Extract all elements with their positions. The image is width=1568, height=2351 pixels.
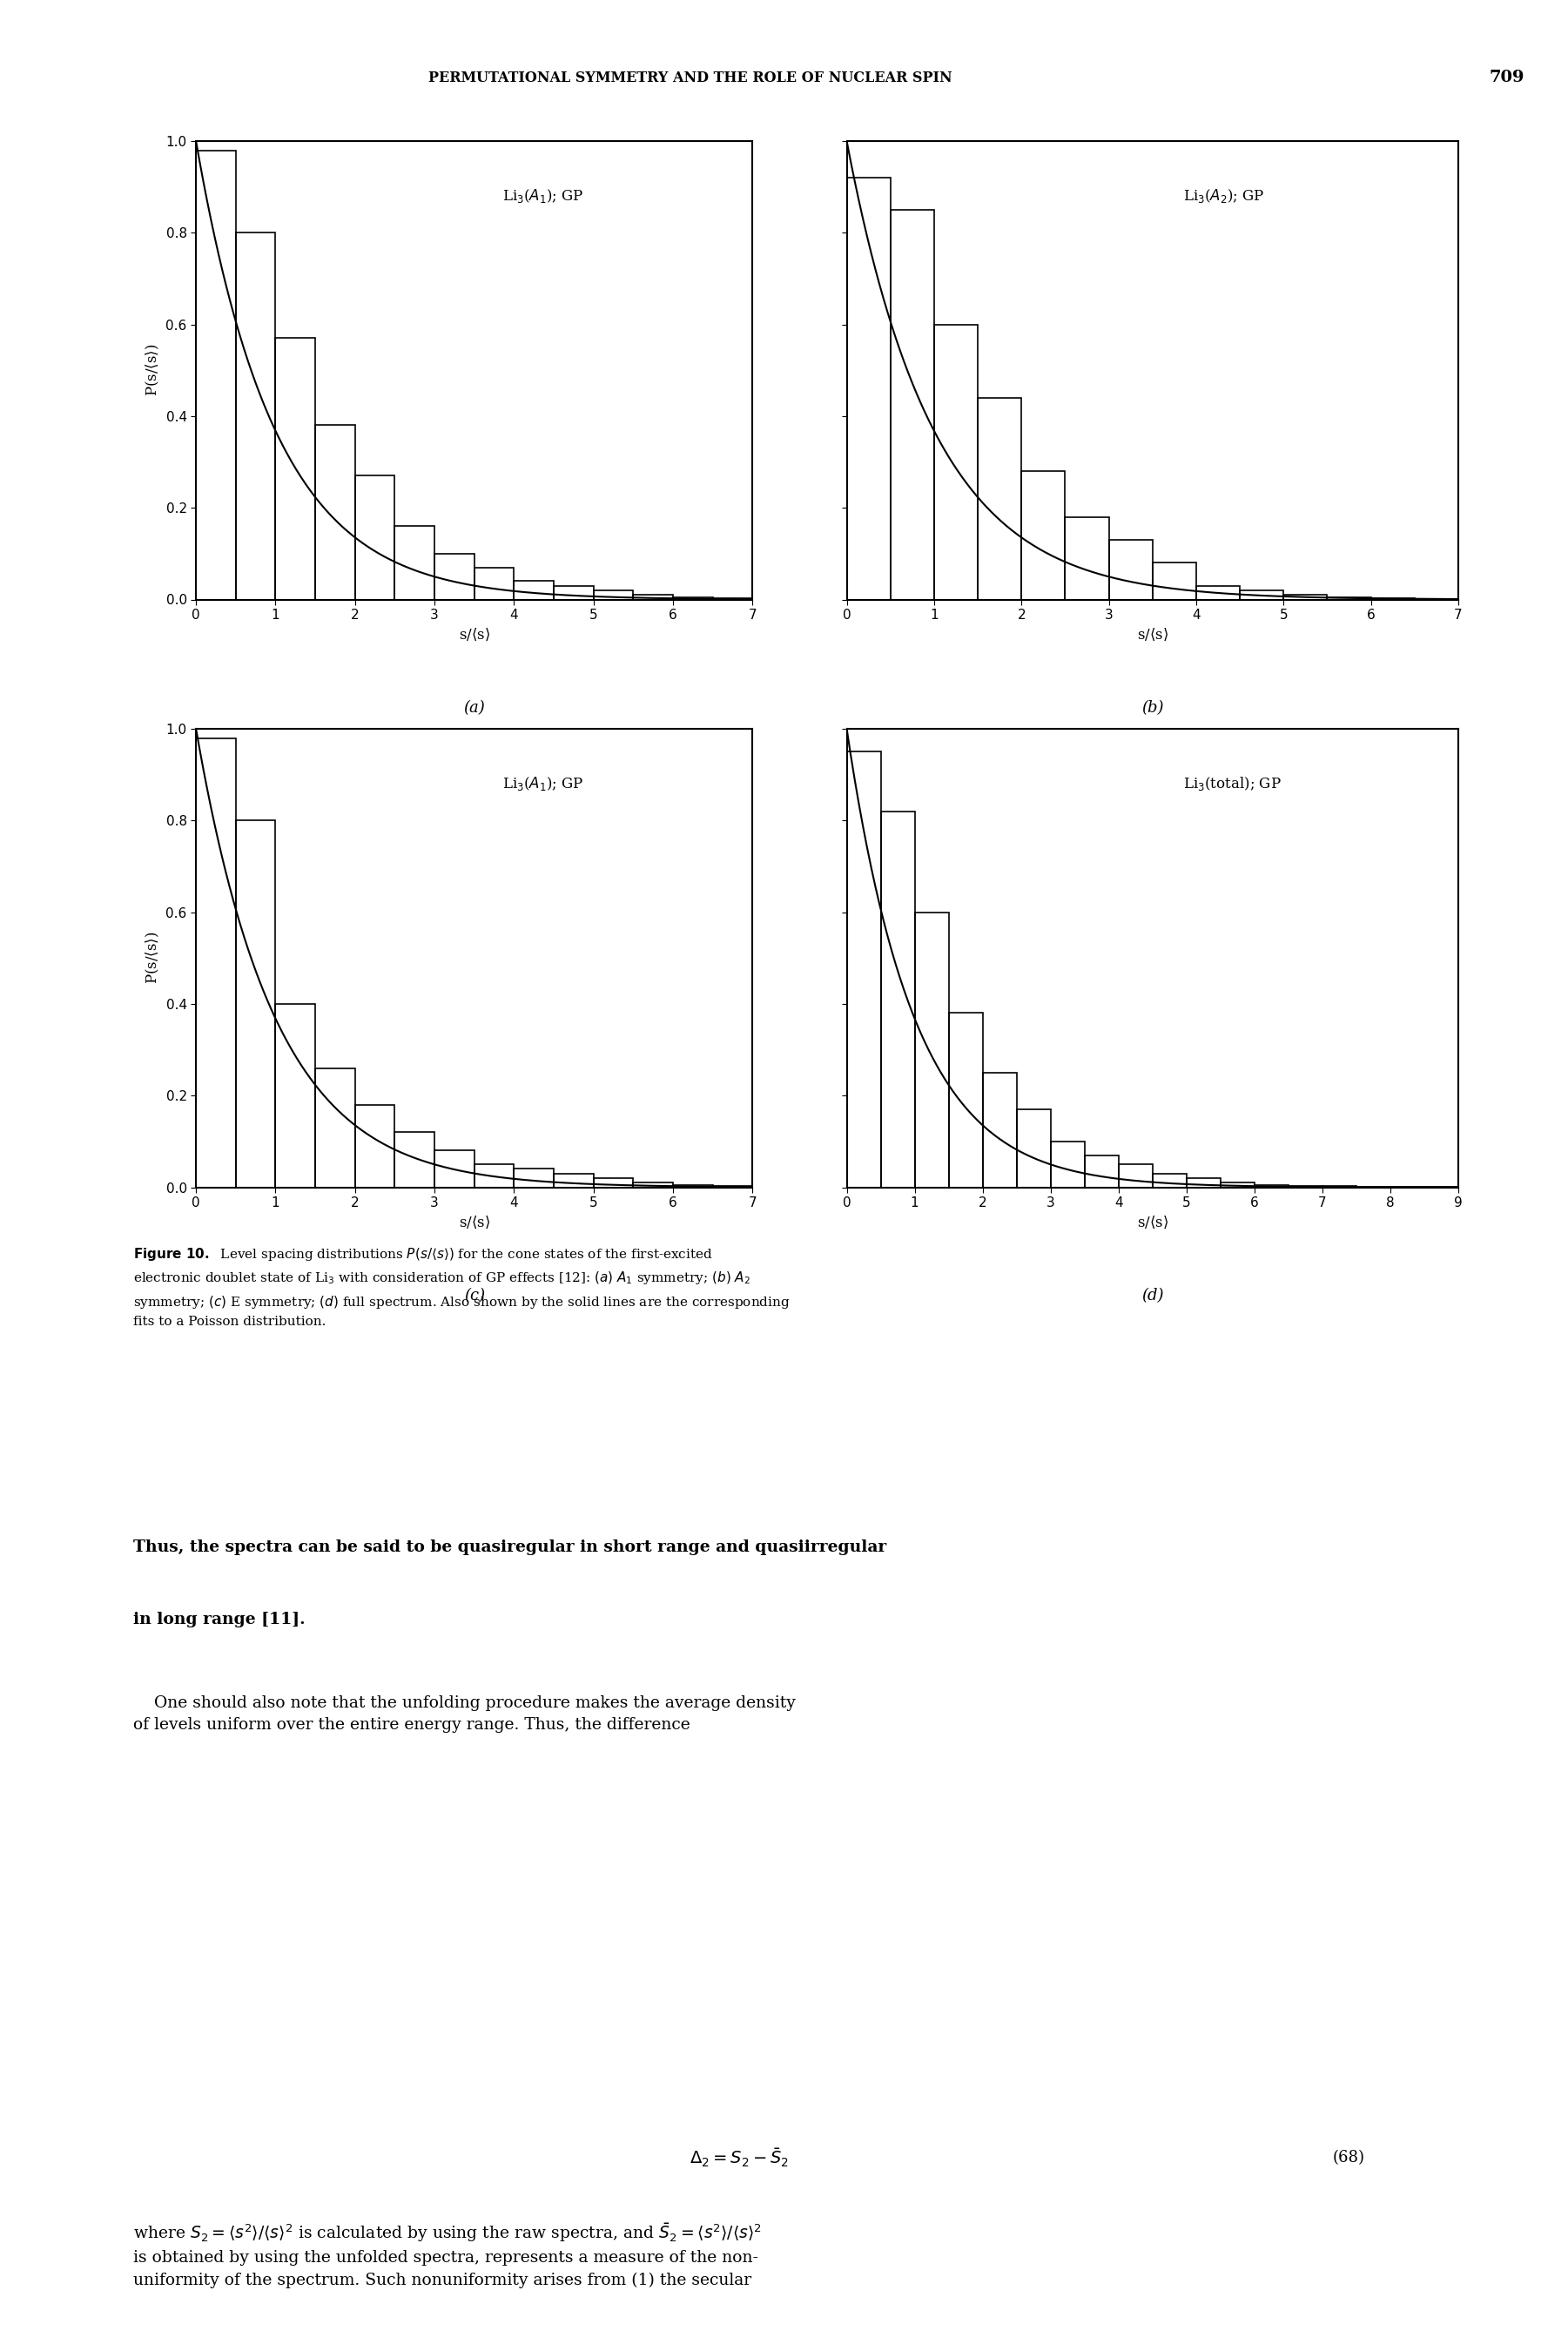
Bar	[196, 150, 235, 600]
Text: Li$_3$(total); GP: Li$_3$(total); GP	[1184, 776, 1281, 792]
Y-axis label: P(s/$\langle$s$\rangle$): P(s/$\langle$s$\rangle$)	[144, 343, 162, 397]
Bar	[978, 397, 1021, 600]
Text: $\mathbf{Figure\ 10.}$  Level spacing distributions $P(s/\langle s\rangle)$ for : $\mathbf{Figure\ 10.}$ Level spacing dis…	[133, 1246, 790, 1328]
Bar	[276, 339, 315, 600]
Bar	[354, 475, 395, 600]
Bar	[1016, 1110, 1051, 1187]
Text: Li$_3$($A_1$); GP: Li$_3$($A_1$); GP	[502, 776, 583, 792]
Text: Li$_3$($A_2$); GP: Li$_3$($A_2$); GP	[1184, 188, 1264, 205]
Bar	[1196, 585, 1240, 600]
X-axis label: s/$\langle$s$\rangle$: s/$\langle$s$\rangle$	[458, 625, 491, 642]
Bar	[554, 585, 594, 600]
X-axis label: s/$\langle$s$\rangle$: s/$\langle$s$\rangle$	[1137, 1213, 1168, 1230]
Text: PERMUTATIONAL SYMMETRY AND THE ROLE OF NUCLEAR SPIN: PERMUTATIONAL SYMMETRY AND THE ROLE OF N…	[428, 71, 952, 85]
Bar	[914, 912, 949, 1187]
Text: (b): (b)	[1142, 701, 1163, 717]
Text: where $S_2 = \langle s^2\rangle/\langle s\rangle^2$ is calculated by using the r: where $S_2 = \langle s^2\rangle/\langle …	[133, 2222, 762, 2288]
Text: $\Delta_2 = S_2 - \bar{S}_2$: $\Delta_2 = S_2 - \bar{S}_2$	[690, 2146, 789, 2168]
Text: One should also note that the unfolding procedure makes the average density
of l: One should also note that the unfolding …	[133, 1695, 795, 1733]
Bar	[514, 581, 554, 600]
Bar	[235, 233, 276, 600]
Bar	[1152, 562, 1196, 600]
Text: (a): (a)	[464, 701, 485, 717]
Bar	[514, 1168, 554, 1187]
Text: 709: 709	[1490, 71, 1524, 85]
Bar	[475, 567, 514, 600]
Bar	[633, 1183, 673, 1187]
Bar	[1021, 470, 1065, 600]
Bar	[594, 590, 633, 600]
Bar	[395, 1133, 434, 1187]
Text: Thus, the spectra can be said to be quasiregular in short range and quasiirregul: Thus, the spectra can be said to be quas…	[133, 1540, 886, 1556]
Bar	[1051, 1143, 1085, 1187]
Bar	[434, 1150, 474, 1187]
Bar	[554, 1173, 594, 1187]
Bar	[1152, 1173, 1187, 1187]
Bar	[1109, 541, 1152, 600]
Bar	[633, 595, 673, 600]
Bar	[983, 1072, 1016, 1187]
Text: Li$_3$($A_1$); GP: Li$_3$($A_1$); GP	[502, 188, 583, 205]
X-axis label: s/$\langle$s$\rangle$: s/$\langle$s$\rangle$	[1137, 625, 1168, 642]
Bar	[1085, 1154, 1118, 1187]
Bar	[1240, 590, 1284, 600]
X-axis label: s/$\langle$s$\rangle$: s/$\langle$s$\rangle$	[458, 1213, 491, 1230]
Bar	[1220, 1183, 1254, 1187]
Text: in long range [11].: in long range [11].	[133, 1613, 306, 1627]
Bar	[594, 1178, 633, 1187]
Text: (68): (68)	[1333, 2149, 1364, 2165]
Bar	[1118, 1164, 1152, 1187]
Bar	[881, 811, 914, 1187]
Text: (d): (d)	[1142, 1288, 1163, 1305]
Bar	[1284, 595, 1327, 600]
Bar	[1065, 517, 1109, 600]
Bar	[434, 555, 474, 600]
Bar	[276, 1004, 315, 1187]
Bar	[935, 324, 978, 600]
Bar	[315, 426, 354, 600]
Bar	[475, 1164, 514, 1187]
Bar	[891, 209, 935, 600]
Bar	[354, 1105, 395, 1187]
Bar	[949, 1013, 983, 1187]
Bar	[395, 527, 434, 600]
Text: (c): (c)	[464, 1288, 485, 1305]
Bar	[235, 820, 276, 1187]
Y-axis label: P(s/$\langle$s$\rangle$): P(s/$\langle$s$\rangle$)	[144, 931, 162, 985]
Bar	[315, 1067, 354, 1187]
Bar	[847, 752, 881, 1187]
Bar	[196, 738, 235, 1187]
Bar	[847, 179, 891, 600]
Bar	[1187, 1178, 1220, 1187]
